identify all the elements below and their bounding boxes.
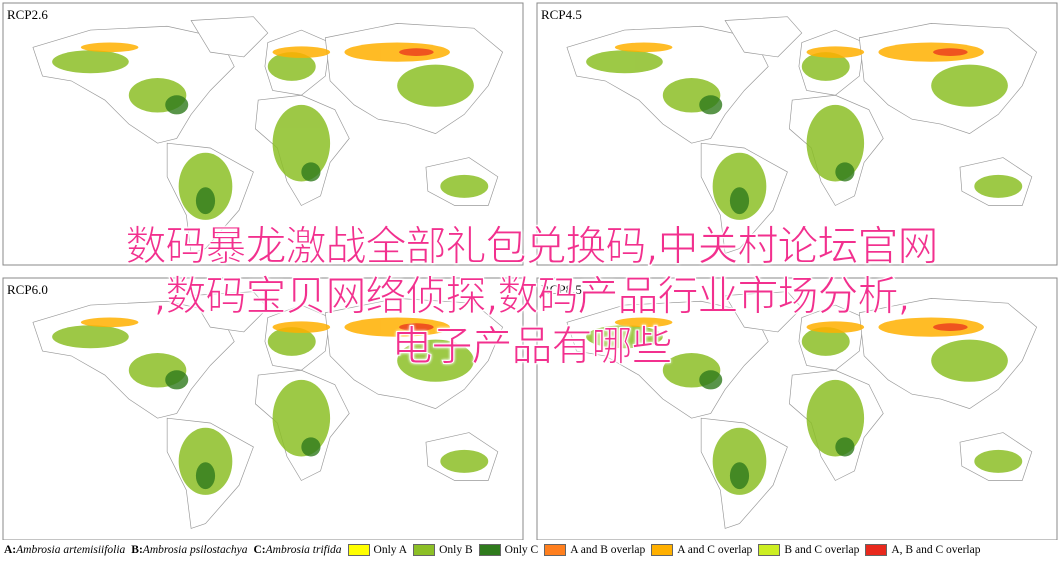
- panel-label: RCP8.5: [541, 282, 582, 297]
- legend-swatch: [478, 544, 501, 557]
- species-name: Ambrosia trifida: [265, 544, 342, 556]
- species-key: C:: [253, 544, 266, 556]
- map-grid: RCP2.6 RCP4.5 RCP6.0 RCP8.5: [2, 2, 1058, 540]
- legend-item: A and B overlap: [544, 543, 646, 557]
- legend-item: Only A: [347, 543, 408, 557]
- species-name: Ambrosia psilostachya: [142, 544, 248, 556]
- legend-swatch: [651, 544, 674, 557]
- legend-item: B and C overlap: [758, 543, 860, 557]
- overlay-title: 电子产品有哪些: [391, 322, 673, 371]
- legend-swatch: [865, 544, 888, 557]
- species-entry: C:Ambrosia trifida: [253, 544, 341, 556]
- legend-item: A and C overlap: [651, 543, 753, 557]
- species-entry: B:Ambrosia psilostachya: [131, 544, 247, 556]
- legend-label: Only A: [373, 543, 408, 556]
- legend-swatch: [347, 544, 370, 557]
- legend: A:Ambrosia artemisiifolia B:Ambrosia psil…: [4, 541, 1060, 559]
- legend-label: A, B and C overlap: [891, 543, 981, 556]
- species-name: Ambrosia artemisiifolia: [16, 544, 126, 556]
- overlay-title: ,数码宝贝网络侦探,数码产品行业市场分析,: [153, 272, 911, 321]
- species-entry: A:Ambrosia artemisiifolia: [4, 544, 125, 556]
- legend-swatch: [544, 544, 567, 557]
- legend-item: Only B: [413, 543, 473, 557]
- panel-label: RCP6.0: [7, 282, 48, 297]
- legend-swatch: [758, 544, 781, 557]
- panel-label: RCP4.5: [541, 7, 582, 22]
- legend-label: B and C overlap: [784, 543, 860, 556]
- legend-swatch: [413, 544, 436, 557]
- overlay-title: 数码暴龙激战全部礼包兑换码,中关村论坛官网: [125, 222, 939, 271]
- legend-label: Only C: [504, 543, 539, 556]
- legend-label: A and C overlap: [677, 543, 753, 556]
- legend-label: A and B overlap: [570, 543, 646, 556]
- species-key: B:: [131, 544, 143, 556]
- legend-item: Only C: [478, 543, 539, 557]
- legend-item: A, B and C overlap: [865, 543, 981, 557]
- legend-label: Only B: [439, 543, 473, 556]
- panel-label: RCP2.6: [7, 7, 48, 22]
- species-key: A:: [4, 544, 17, 556]
